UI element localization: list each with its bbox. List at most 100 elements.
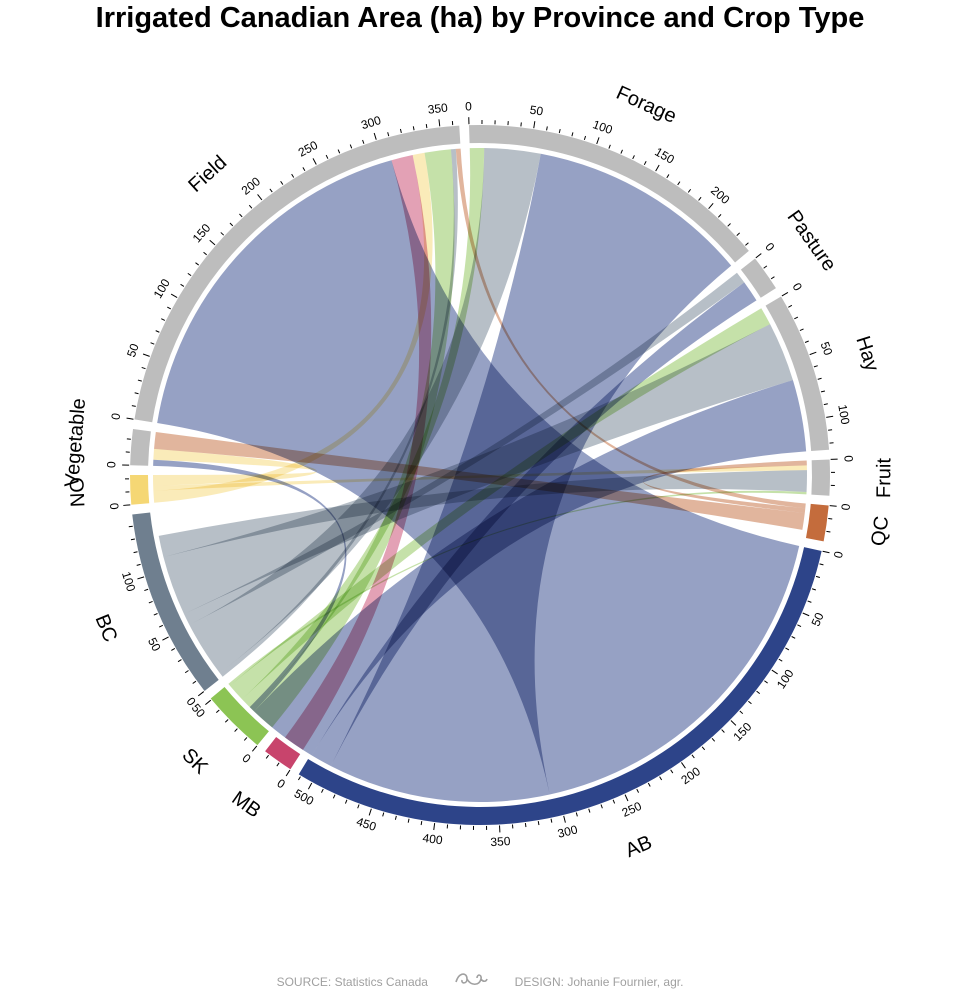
tick-field-220	[280, 180, 284, 185]
tick-ab-420	[407, 818, 410, 823]
tick-ab-110	[764, 680, 768, 684]
tick-ab-440	[382, 812, 385, 817]
tick-label-fruit-0: 0	[841, 455, 855, 463]
ribbon-pasture-bc	[184, 272, 745, 625]
tick-ab-510	[297, 776, 301, 781]
tick-field-330	[412, 126, 415, 131]
tick-forage-90	[583, 135, 587, 141]
tick-label-ab-350: 350	[490, 834, 511, 849]
tick-bc-10	[192, 680, 197, 684]
tick-ab-70	[791, 636, 796, 639]
group-label-field: Field	[184, 151, 231, 196]
arc-qc	[805, 503, 829, 542]
tick-ab-320	[537, 821, 540, 826]
tick-bc-90	[144, 588, 149, 592]
tick-ab-60	[797, 624, 802, 628]
tick-ab-140	[739, 710, 744, 715]
group-label-on: ON	[64, 477, 87, 508]
arc-forage	[469, 125, 749, 263]
tick-ab-220	[659, 776, 663, 781]
tick-field-100	[170, 293, 178, 298]
tick-mb-20	[265, 754, 269, 759]
tick-field-130	[195, 262, 199, 266]
arc-bc	[132, 512, 219, 691]
tick-label-ab-0: 0	[831, 550, 846, 560]
tick-field-60	[150, 342, 155, 345]
arc-sk	[210, 687, 269, 746]
tick-ab-280	[588, 808, 591, 813]
tick-label-pasture-0: 0	[762, 240, 777, 254]
swirl-logo-icon	[453, 970, 489, 993]
group-label-sk: SK	[177, 744, 212, 779]
tick-bc-60	[159, 624, 164, 628]
tick-ab-460	[357, 804, 360, 809]
arc-field	[134, 125, 461, 423]
tick-label-field-300: 300	[359, 113, 383, 132]
tick-bc-0	[197, 691, 205, 697]
tick-ab-180	[701, 746, 706, 751]
tick-label-hay-50: 50	[818, 340, 836, 358]
tick-ab-100	[771, 669, 778, 675]
tick-forage-190	[698, 196, 702, 201]
tick-field-0	[126, 417, 134, 420]
tick-hay-100	[826, 415, 834, 418]
tick-ab-190	[691, 754, 695, 759]
tick-field-210	[269, 188, 273, 193]
footer: SOURCE: Statistics Canada DESIGN: Johani…	[0, 970, 960, 993]
tick-ab-480	[332, 794, 336, 799]
group-label-vegetable: Vegetable	[61, 397, 90, 487]
tick-label-field-0: 0	[108, 412, 123, 421]
tick-bc-140	[128, 525, 133, 528]
tick-ab-500	[307, 782, 313, 790]
tick-bc-50	[162, 636, 169, 641]
tick-ab-10	[819, 563, 824, 566]
tick-hay-60	[813, 365, 818, 368]
tick-label-vegetable-0: 0	[104, 461, 118, 468]
tick-label-ab-300: 300	[556, 822, 579, 840]
tick-field-180	[239, 213, 243, 218]
tick-field-260	[325, 154, 329, 159]
tick-field-150	[209, 239, 216, 246]
tick-field-140	[203, 251, 207, 256]
tick-label-field-350: 350	[427, 100, 449, 116]
tick-bc-30	[177, 659, 182, 663]
tick-label-ab-100: 100	[774, 667, 797, 692]
tick-forage-230	[736, 232, 741, 237]
tick-field-110	[180, 283, 185, 287]
tick-bc-110	[136, 563, 141, 566]
tick-field-290	[362, 139, 365, 144]
tick-label-forage-100: 100	[591, 117, 615, 137]
tick-label-sk-0: 0	[240, 751, 254, 766]
tick-mb-0	[285, 769, 291, 777]
tick-forage-200	[708, 203, 714, 209]
tick-forage-210	[717, 214, 722, 218]
tick-ab-430	[394, 815, 397, 820]
arc-hay	[765, 296, 830, 452]
group-label-fruit: Fruit	[873, 457, 895, 498]
tick-forage-150	[655, 164, 660, 172]
tick-label-forage-150: 150	[652, 145, 677, 167]
ribbon-pasture-ab	[311, 282, 757, 766]
tick-ab-470	[344, 799, 348, 804]
tick-ab-40	[807, 600, 812, 603]
tick-ab-450	[368, 808, 372, 816]
tick-field-300	[373, 132, 377, 140]
tick-hay-30	[799, 328, 804, 332]
tick-hay-110	[828, 429, 833, 431]
ribbon-layer	[152, 148, 807, 802]
tick-ab-150	[730, 720, 737, 726]
tick-ab-490	[321, 788, 324, 793]
group-arc-layer	[130, 125, 830, 825]
ribbon-hay-bc	[163, 324, 793, 614]
tick-qc-0	[829, 505, 837, 507]
tick-field-200	[257, 194, 263, 201]
tick-field-230	[291, 173, 295, 178]
tick-sk-10	[243, 737, 248, 741]
tick-pasture-0	[755, 253, 762, 259]
arc-pasture	[740, 258, 776, 298]
tick-field-10	[131, 405, 136, 407]
tick-field-170	[229, 222, 234, 227]
tick-field-280	[349, 144, 353, 149]
tick-forage-70	[558, 129, 561, 134]
ribbon-forage-bc	[189, 148, 541, 673]
